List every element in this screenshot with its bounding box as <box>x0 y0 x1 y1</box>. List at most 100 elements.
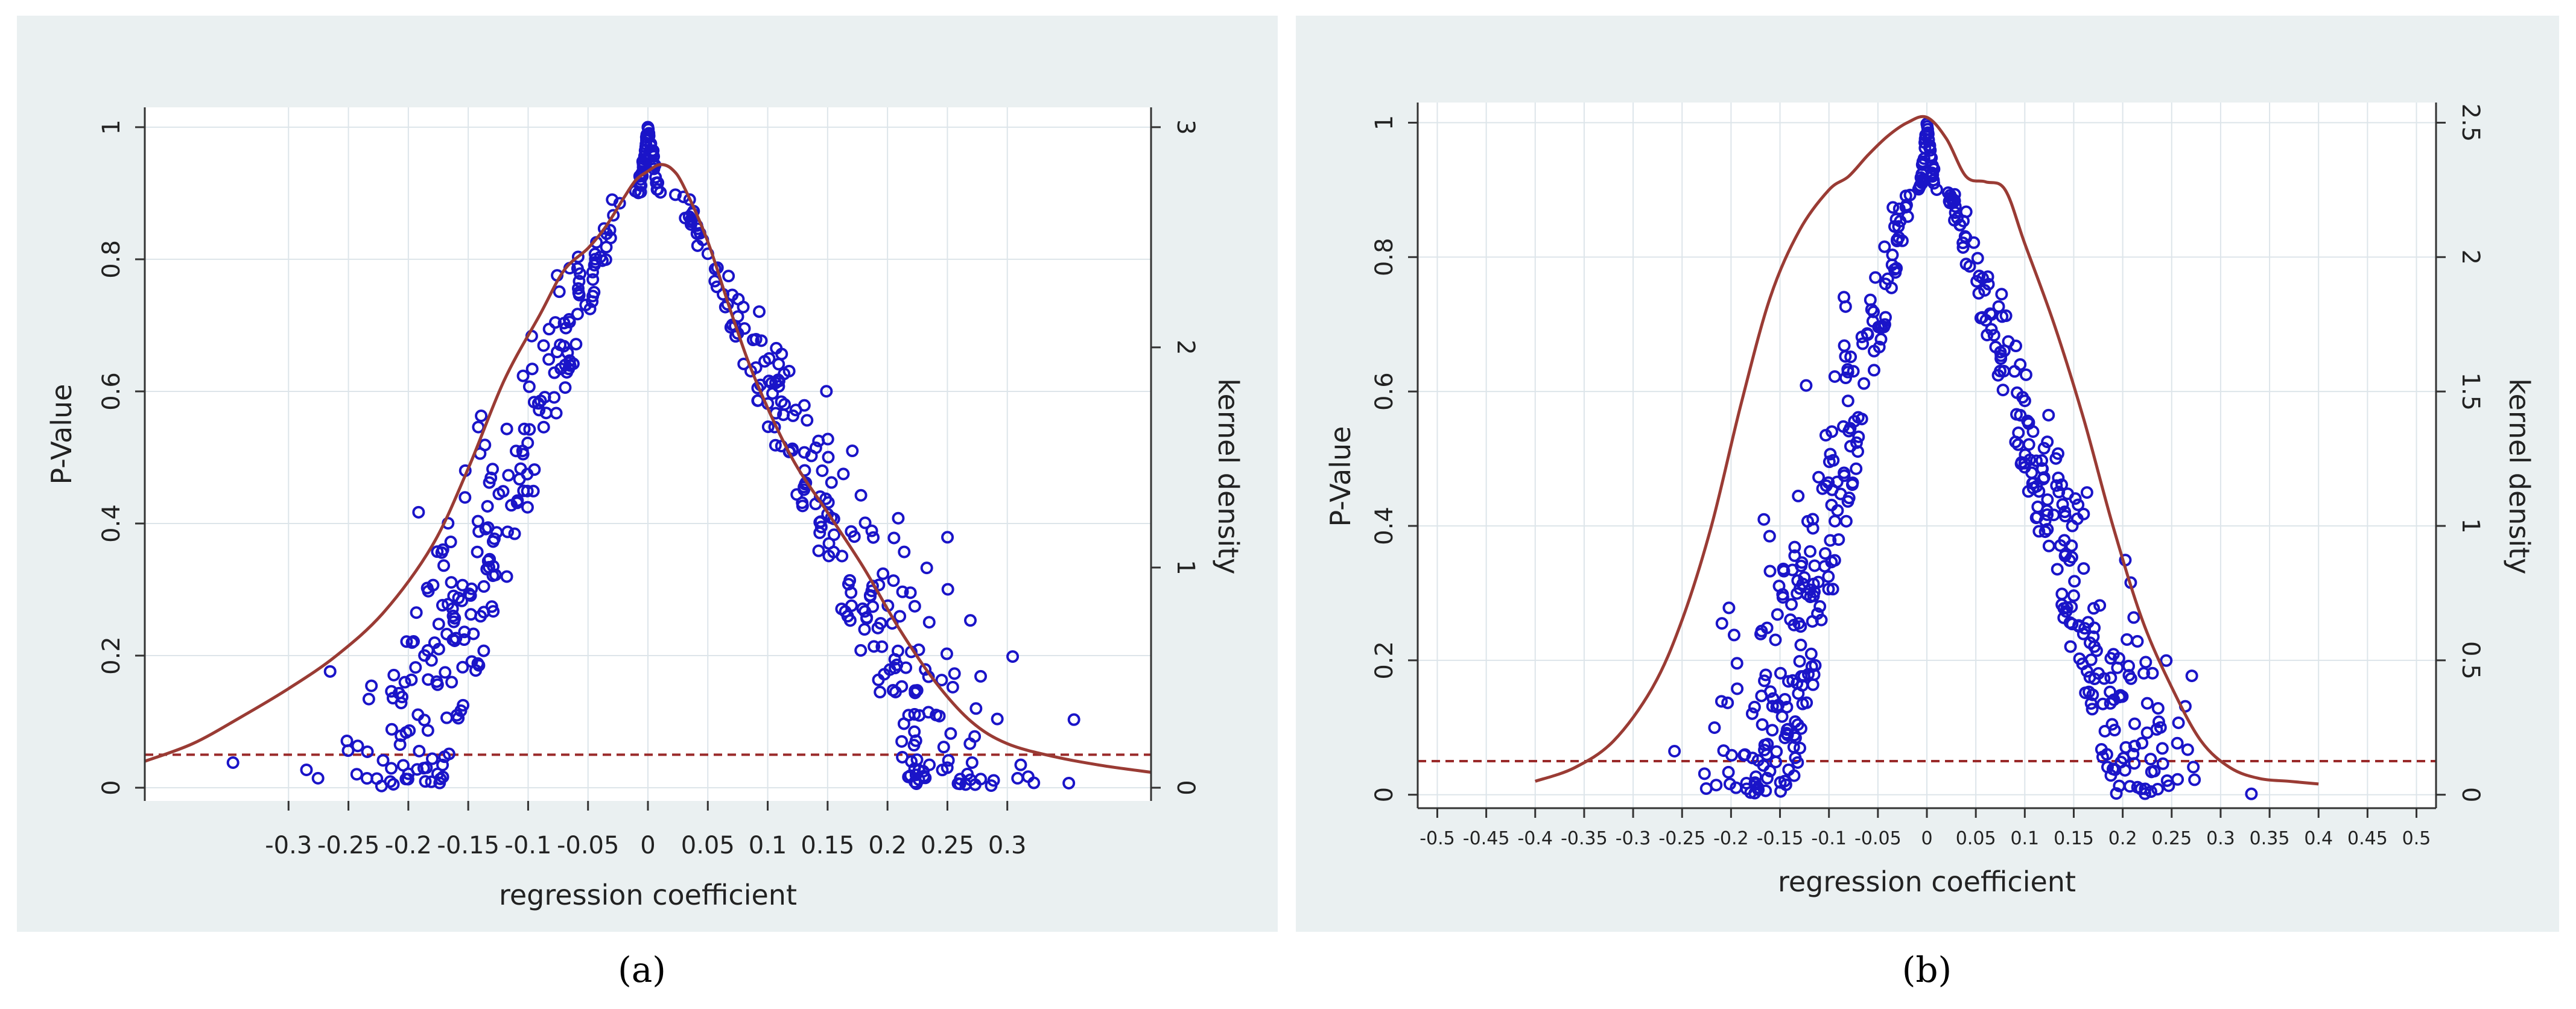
data-point <box>1839 372 1853 385</box>
data-point <box>2124 780 2137 793</box>
x-tick-label: -0.2 <box>385 832 432 859</box>
data-point <box>509 444 522 458</box>
panel-b-x-axis-title: regression coefficient <box>1778 865 2076 898</box>
data-point <box>1744 786 1757 799</box>
data-point <box>1778 731 1792 744</box>
data-point <box>1766 724 1779 737</box>
data-point <box>1826 583 1839 596</box>
y2-tick-label: 1.5 <box>2457 372 2484 411</box>
data-point <box>2146 666 2159 680</box>
data-point <box>1996 384 2010 397</box>
x-tick-label: -0.45 <box>1463 828 1510 849</box>
data-point <box>2104 671 2118 685</box>
data-point <box>2093 599 2107 612</box>
x-tick-label: 0.2 <box>2108 828 2137 849</box>
y2-tick-label: 2 <box>1172 340 1199 355</box>
data-point <box>941 761 954 774</box>
data-point <box>669 188 682 201</box>
data-point <box>963 614 977 627</box>
data-point <box>761 420 775 434</box>
data-point <box>895 735 909 748</box>
data-point <box>1800 587 1813 601</box>
data-point <box>1796 577 1809 590</box>
data-point <box>527 396 541 409</box>
x-tick-label: -0.05 <box>1854 828 1902 849</box>
data-point <box>1748 700 1761 713</box>
data-point <box>2128 739 2141 753</box>
data-point <box>917 765 930 778</box>
data-point <box>562 362 576 376</box>
y-tick-label: 0.6 <box>98 372 125 411</box>
data-point <box>1972 286 1985 300</box>
data-point <box>1844 440 1857 453</box>
data-point <box>586 289 600 303</box>
data-point <box>1792 616 1806 630</box>
y-tick-label: 0.2 <box>98 636 125 675</box>
data-point <box>1844 350 1857 364</box>
data-point <box>2067 589 2080 603</box>
panel-a-density-curve <box>144 163 1152 774</box>
data-point <box>1994 352 2008 365</box>
data-point <box>845 525 858 538</box>
data-point <box>897 717 910 730</box>
data-point <box>2121 633 2134 646</box>
x-tick-label: 0.1 <box>2010 828 2039 849</box>
data-point <box>1723 777 1736 791</box>
data-point <box>799 476 813 490</box>
data-point <box>2052 471 2065 484</box>
data-point <box>2139 787 2152 800</box>
data-point <box>1930 183 1943 196</box>
data-point <box>1886 201 1900 214</box>
data-point <box>361 745 374 758</box>
data-point <box>1759 668 1772 682</box>
data-point <box>442 747 455 761</box>
data-point <box>445 675 458 689</box>
data-point <box>1926 168 1940 182</box>
data-point <box>940 647 953 660</box>
data-point <box>1775 710 1789 723</box>
x-tick-label: 0.1 <box>749 832 787 859</box>
data-point <box>812 434 825 448</box>
data-point <box>922 616 936 629</box>
data-point <box>946 680 959 694</box>
panel-a-y-axis-title: P-Value <box>45 384 78 485</box>
data-point <box>516 448 530 461</box>
data-point <box>2037 441 2051 455</box>
panel-b-y-ticks: 0 0.2 0.4 0.6 0.8 1 <box>1371 115 1418 802</box>
data-point <box>1772 698 1785 712</box>
panel-b-x-ticks: -0.5 -0.45 -0.4 -0.35 -0.3 -0.25 -0.2 -0.15 -0.1… <box>1420 808 2431 849</box>
data-point <box>1756 718 1769 731</box>
data-point <box>801 414 814 427</box>
data-point <box>1901 210 1914 223</box>
data-point <box>1874 321 1888 335</box>
data-point <box>2100 748 2113 761</box>
x-tick-label: 0.2 <box>868 832 907 859</box>
data-point <box>874 686 887 699</box>
data-point <box>2018 461 2031 474</box>
x-tick-label: -0.4 <box>1517 828 1553 849</box>
data-point <box>2042 408 2055 422</box>
data-point <box>2061 487 2074 501</box>
data-point <box>1792 489 1805 502</box>
data-point <box>1776 590 1789 604</box>
data-point <box>1822 570 1835 583</box>
data-point <box>521 436 535 449</box>
data-point <box>437 559 451 572</box>
data-point <box>2087 602 2100 615</box>
data-point <box>2108 724 2121 737</box>
data-point <box>458 625 471 639</box>
data-point <box>351 739 364 753</box>
data-point <box>1948 188 1961 201</box>
data-point <box>827 545 840 558</box>
x-tick-label: -0.2 <box>1713 828 1749 849</box>
data-point <box>1777 565 1791 578</box>
data-point <box>2050 479 2063 492</box>
data-point <box>991 712 1004 726</box>
data-point <box>508 527 521 540</box>
data-point <box>822 451 835 464</box>
data-point <box>2084 697 2098 710</box>
data-point <box>2056 498 2069 511</box>
data-point <box>436 758 449 771</box>
x-tick-label: 0 <box>640 832 655 859</box>
data-point <box>690 227 703 240</box>
